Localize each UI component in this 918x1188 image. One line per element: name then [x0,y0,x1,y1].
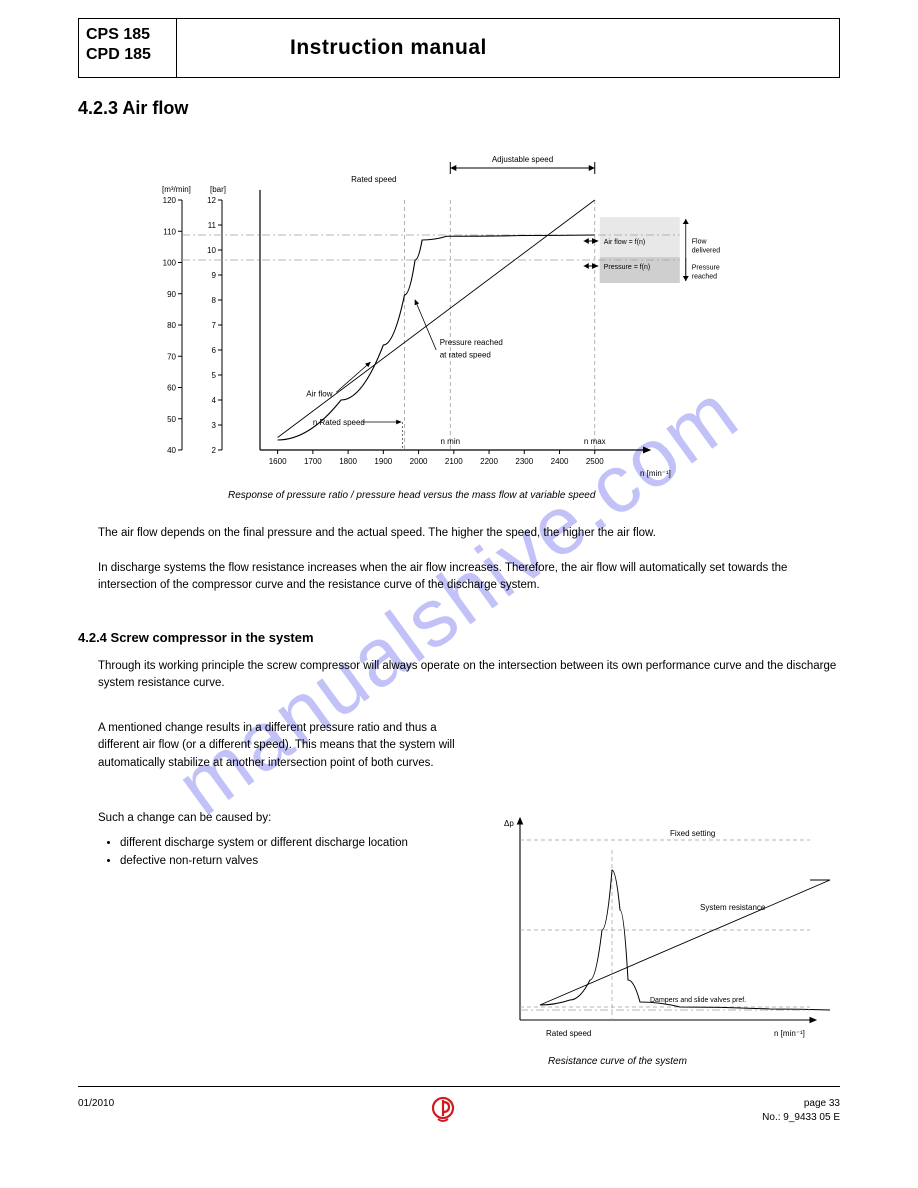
svg-text:10: 10 [207,246,216,255]
svg-text:11: 11 [208,221,217,230]
svg-text:n min: n min [441,437,461,446]
svg-text:Air flow: Air flow [306,389,332,398]
section-heading-system: 4.2.4 Screw compressor in the system [78,630,314,645]
svg-text:n max: n max [584,437,606,446]
bullet-2: defective non-return valves [120,852,458,870]
svg-text:Air flow = f(n): Air flow = f(n) [604,239,645,246]
svg-text:1600: 1600 [269,457,287,466]
svg-text:Rated speed: Rated speed [546,1029,591,1038]
svg-text:12: 12 [207,196,216,205]
svg-text:2500: 2500 [586,457,604,466]
svg-text:[bar]: [bar] [210,185,226,194]
svg-text:9: 9 [212,271,217,280]
bullets-intro: Such a change can be caused by: [98,810,458,827]
svg-text:50: 50 [167,415,176,424]
svg-text:60: 60 [167,384,176,393]
para-airflow-2: In discharge systems the flow resistance… [98,560,838,595]
footer-date: 01/2010 [78,1098,114,1109]
svg-text:Rated speed: Rated speed [351,175,396,184]
svg-text:Pressure = f(n): Pressure = f(n) [604,264,651,271]
svg-text:5: 5 [212,371,217,380]
header-model-2: CPD 185 [86,46,151,64]
svg-text:120: 120 [163,196,177,205]
svg-text:7: 7 [212,321,217,330]
svg-text:n [min⁻¹]: n [min⁻¹] [774,1029,805,1038]
svg-text:2300: 2300 [515,457,533,466]
footer-logo [430,1096,456,1127]
svg-text:2100: 2100 [445,457,463,466]
svg-text:8: 8 [212,296,217,305]
svg-text:1700: 1700 [304,457,322,466]
svg-text:6: 6 [212,346,217,355]
svg-text:4: 4 [212,396,217,405]
header-model-1: CPS 185 [86,26,150,44]
bullets-list: different discharge system or different … [98,834,458,871]
svg-text:Adjustable speed: Adjustable speed [492,155,553,164]
svg-text:[m³/min]: [m³/min] [162,185,191,194]
svg-text:Pressure: Pressure [692,265,720,272]
svg-text:Dampers and slide valves pref.: Dampers and slide valves pref. [650,997,746,1004]
svg-text:Δp: Δp [504,819,514,828]
chart2-caption: Resistance curve of the system [548,1056,687,1067]
svg-text:70: 70 [167,352,176,361]
svg-text:Pressure reached: Pressure reached [440,338,503,347]
svg-text:3: 3 [212,421,217,430]
chart-system-resistance: Δp n [min⁻¹] Fixed setting System resistanc… [490,810,830,1050]
svg-text:n [min⁻¹]: n [min⁻¹] [640,469,671,478]
para-system-2: A mentioned change results in a differen… [98,720,458,772]
svg-text:90: 90 [167,290,176,299]
svg-text:1800: 1800 [339,457,357,466]
footer-page: page 33 [804,1098,840,1109]
svg-text:110: 110 [163,227,176,236]
footer-docno: No.: 9_9433 05 E [762,1112,840,1123]
chart1-caption: Response of pressure ratio / pressure he… [228,490,648,501]
para-airflow-1: The air flow depends on the final pressu… [98,525,838,542]
svg-text:40: 40 [167,446,176,455]
bullet-1: different discharge system or different … [120,834,458,852]
svg-text:Fixed setting: Fixed setting [670,829,715,838]
footer-rule [78,1086,840,1087]
svg-text:2400: 2400 [551,457,569,466]
header-title: Instruction manual [290,36,487,60]
svg-text:System resistance: System resistance [700,903,766,912]
svg-text:2: 2 [212,446,217,455]
svg-text:Flow: Flow [692,239,708,246]
svg-text:reached: reached [692,274,717,281]
svg-text:1900: 1900 [374,457,392,466]
svg-text:100: 100 [163,259,177,268]
section-heading-airflow: 4.2.3 Air flow [78,98,188,119]
svg-text:2000: 2000 [410,457,428,466]
svg-text:80: 80 [167,321,176,330]
svg-text:delivered: delivered [692,248,721,255]
chart-airflow-pressure: 40 50 60 70 80 90 100 110 120 [m³/min] 2 3 4 5 6 7 8 9 10 1… [130,150,740,490]
para-system-1: Through its working principle the screw … [98,658,838,693]
svg-text:at rated speed: at rated speed [440,351,491,360]
header-divider [176,18,177,78]
page: manualshive.com CPS 185 CPD 185 Instruct… [0,0,918,1188]
svg-text:n Rated speed: n Rated speed [313,418,365,427]
svg-text:2200: 2200 [480,457,498,466]
